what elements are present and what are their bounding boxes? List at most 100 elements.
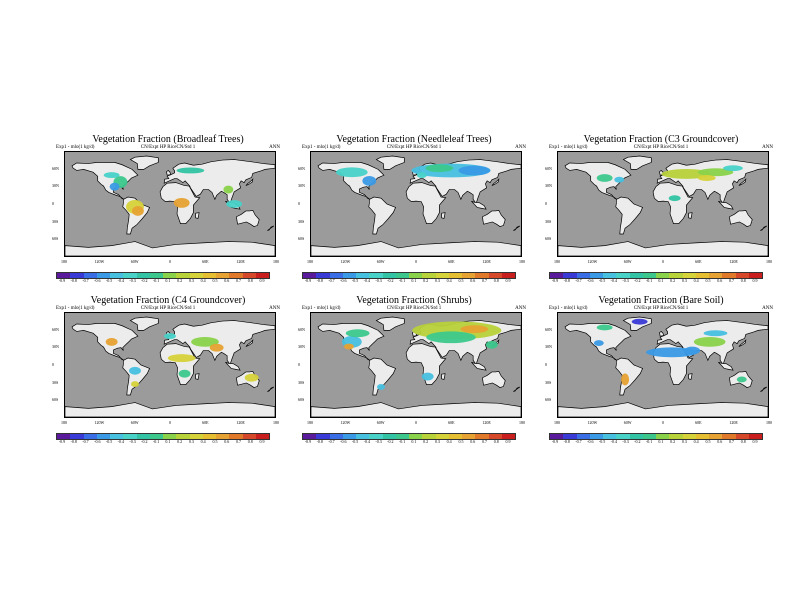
- colorbar-swatch: [409, 273, 423, 278]
- longitude-tick-label: 180: [273, 420, 279, 425]
- colorbar-tick-label: 0.6: [224, 439, 230, 444]
- panel-subtitle-center: CN/Expt HP RiceCN/Std 1: [386, 145, 442, 150]
- colorbar-swatch: [303, 434, 317, 439]
- land-indonesia: [225, 361, 241, 371]
- land-madagascar: [195, 212, 200, 219]
- map-panel-2: Vegetation Fraction (Needleleaf Trees) E…: [298, 134, 530, 289]
- longitude-tick-label: 0: [415, 259, 417, 264]
- land-greenland: [129, 155, 159, 170]
- colorbar-swatch: [395, 434, 409, 439]
- colorbar-swatch: [462, 273, 476, 278]
- colorbar-swatch: [735, 434, 749, 439]
- panel-subtitle-center: CN/Expt HP RiceCN/Std 1: [140, 145, 196, 150]
- colorbar-tick-label: -0.2: [141, 439, 148, 444]
- colorbar-tick-label: -0.2: [387, 439, 394, 444]
- land-antarctica: [65, 241, 275, 256]
- colorbar-tick-label: -0.4: [610, 439, 617, 444]
- latitude-tick-label: 30N: [545, 344, 552, 350]
- colorbar-tick-label: -0.9: [551, 439, 559, 444]
- map-panel-6: Vegetation Fraction (Bare Soil) Exp1 - m…: [545, 295, 777, 450]
- colorbar-tick-label: -0.9: [58, 278, 66, 283]
- colorbar-tick-label: 0.4: [693, 278, 699, 283]
- colorbar-tick-label: 0.6: [470, 439, 476, 444]
- map-canvas: [558, 316, 768, 417]
- anomaly-region: [176, 167, 205, 174]
- latitude-tick-label: 60N: [545, 326, 552, 332]
- colorbar-tick-label: 0.4: [200, 278, 206, 283]
- colorbar-swatch: [316, 434, 330, 439]
- colorbar-swatch: [656, 273, 670, 278]
- colorbar-tick-labels: -0.9 -0.8 -0.7 -0.6 -0.5 -0.4 -0.3 -0.2 -0.1 0.1 0…: [56, 439, 268, 445]
- land-madagascar: [688, 212, 693, 219]
- anomaly-region: [460, 325, 489, 334]
- latitude-tick-label: 0: [298, 362, 300, 367]
- colorbar-swatch: [748, 273, 762, 278]
- colorbar-tick-label: 0.9: [259, 439, 265, 444]
- colorbar-tick-label: 0.8: [740, 278, 746, 283]
- colorbar-tick-label: -0.3: [622, 278, 629, 283]
- anomaly-region: [614, 176, 625, 183]
- latitude-tick-label: 30N: [52, 183, 59, 189]
- colorbar-swatch: [110, 273, 124, 278]
- colorbar-swatch: [550, 273, 564, 278]
- longitude-tick-label: 60W: [376, 420, 385, 425]
- anomaly-region: [109, 182, 120, 191]
- colorbar-swatch: [563, 273, 577, 278]
- longitude-tick-label: 60W: [623, 259, 632, 264]
- colorbar-swatch: [435, 434, 449, 439]
- land-antarctica: [65, 402, 275, 417]
- longitude-tick-label: 180: [519, 259, 525, 264]
- colorbar-swatch: [409, 434, 423, 439]
- anomaly-region: [343, 343, 354, 350]
- map-canvas: [558, 155, 768, 256]
- colorbar-tick-label: -0.2: [141, 278, 148, 283]
- land-north-america: [71, 162, 139, 200]
- colorbar-tick-label: -0.2: [634, 278, 641, 283]
- land-madagascar: [441, 212, 446, 219]
- colorbar-tick-label: -0.1: [398, 439, 406, 444]
- longitude-tick-label: 60E: [448, 259, 455, 264]
- land-japan: [738, 339, 747, 347]
- land-antarctica: [311, 241, 521, 256]
- colorbar-tick-label: -0.5: [598, 439, 606, 444]
- longitude-tick-label: 60W: [376, 259, 385, 264]
- colorbar-swatch: [629, 273, 643, 278]
- colorbar-swatch: [369, 273, 383, 278]
- colorbar-tick-label: -0.6: [587, 439, 594, 444]
- anomaly-region: [621, 373, 630, 386]
- land-indonesia: [471, 200, 487, 210]
- panel-season-label: ANN: [762, 145, 773, 150]
- colorbar-tick-label: -0.8: [563, 278, 570, 283]
- colorbar-swatch: [642, 434, 656, 439]
- land-greenland: [375, 316, 405, 331]
- longitude-labels: 180 120W 60W 0 60E 120E 180: [61, 259, 279, 265]
- longitude-tick-label: 60E: [202, 259, 209, 264]
- colorbar-tick-label: -0.9: [551, 278, 559, 283]
- colorbar-tick-label: -0.5: [105, 439, 113, 444]
- latitude-tick-label: 30N: [545, 183, 552, 189]
- panel-title: Vegetation Fraction (C3 Groundcover): [583, 134, 739, 145]
- latitude-tick-label: 60S: [298, 397, 305, 403]
- colorbar-swatch: [189, 434, 203, 439]
- colorbar-tick-label: 0.4: [446, 439, 452, 444]
- colorbar-swatch: [149, 434, 163, 439]
- latitude-tick-label: 30N: [298, 183, 305, 189]
- colorbar-swatch: [563, 434, 577, 439]
- colorbar-tick-label: -0.3: [375, 278, 382, 283]
- land-new-zealand: [513, 386, 521, 392]
- panel-subtitle-center: CN/Expt HP RiceCN/Std 1: [140, 306, 196, 311]
- latitude-tick-label: 0: [545, 201, 547, 206]
- colorbar: [302, 433, 516, 440]
- world-map: [64, 312, 276, 418]
- colorbar-tick-label: 0.4: [200, 439, 206, 444]
- longitude-tick-label: 180: [554, 259, 560, 264]
- colorbar-tick-label: 0.6: [470, 278, 476, 283]
- colorbar-tick-label: 0.6: [224, 278, 230, 283]
- land-south-america: [615, 357, 644, 396]
- colorbar-tick-label: 0.7: [235, 278, 241, 283]
- land-japan: [245, 178, 254, 186]
- panel-subtitle-left: Exp1 - mlo(1 kg/d): [56, 145, 95, 150]
- colorbar-tick-label: -0.6: [94, 439, 101, 444]
- anomaly-region: [697, 168, 734, 177]
- anomaly-region: [345, 329, 370, 338]
